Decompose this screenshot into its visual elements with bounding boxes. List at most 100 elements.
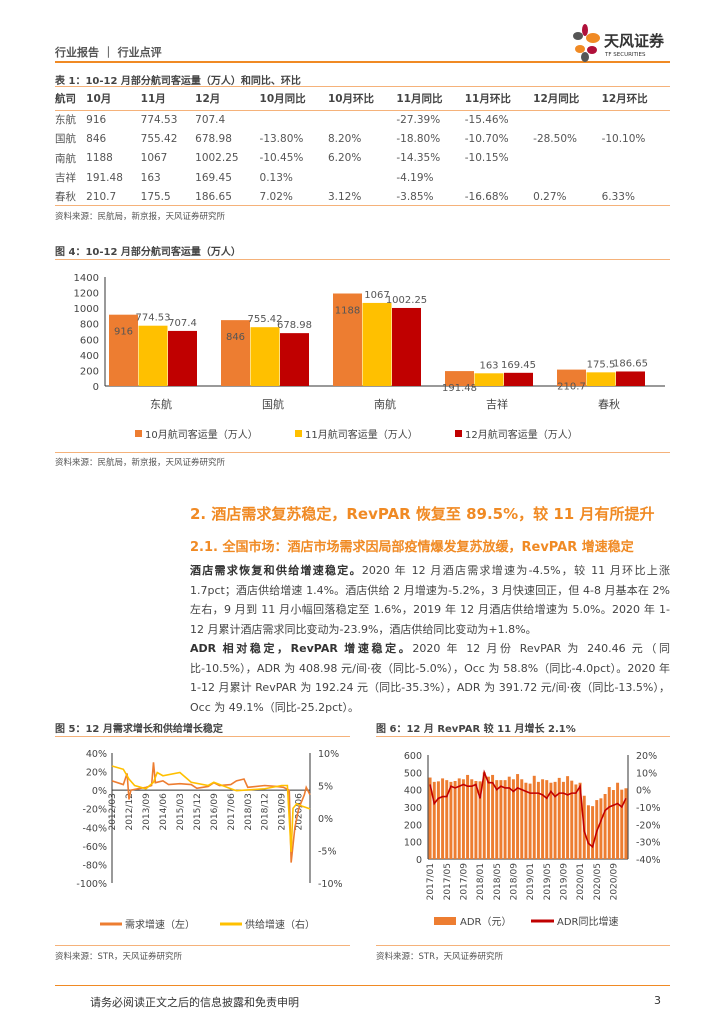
y-tick-label: 400 (80, 351, 99, 362)
table-cell: 774.53 (140, 113, 178, 126)
table-cell: 163 (140, 171, 161, 184)
divider (55, 259, 670, 260)
bar (362, 302, 392, 386)
x-tick-label: 2017/05 (443, 863, 453, 900)
footer-divider (55, 985, 670, 986)
bar (474, 781, 478, 859)
bar (482, 772, 486, 859)
right-tick-label: -30% (636, 838, 661, 849)
column-header: 10月环比 (327, 88, 397, 111)
table-cell (533, 110, 601, 129)
column-header: 12月同比 (533, 88, 602, 111)
table-cell: 6.20% (327, 152, 362, 165)
para-body: 2020 年 12 月份 RevPAR 为 240.46 元（同比-10.5%）… (190, 642, 670, 714)
fig6-title: 图 6：12 月 RevPAR 较 11 月增长 2.1% (376, 724, 576, 735)
x-tick-label: 2013/09 (142, 793, 152, 831)
table-cell: 707.4 (195, 113, 226, 126)
table-cell: 1188 (86, 152, 113, 165)
bar (611, 790, 615, 859)
legend-label: ADR（元） (460, 916, 512, 928)
left-tick-label: 100 (404, 838, 422, 849)
table-cell: -27.39% (396, 113, 441, 126)
divider (55, 86, 670, 87)
bar (457, 778, 461, 859)
series-line (111, 765, 311, 852)
bar (607, 787, 611, 859)
table-row: 南航 1188 1067 1002.25 -10.45% 6.20% -14.35% -10.… (55, 149, 670, 168)
x-tick-label: 2016/09 (210, 793, 220, 831)
data-label: 678.98 (277, 320, 312, 331)
bar (392, 307, 421, 386)
legend-label: 11月航司客运量（万人） (305, 428, 418, 441)
bar (570, 780, 574, 859)
table-cell: 0.27% (533, 190, 567, 203)
bar (470, 779, 474, 859)
x-tick-label: 2017/01 (426, 863, 436, 900)
legend-label: ADR同比增速 (557, 915, 619, 928)
data-label: 186.65 (613, 358, 648, 369)
table-cell: 6.33% (601, 190, 635, 203)
data-label: 1002.25 (386, 295, 427, 306)
bar (280, 333, 309, 386)
x-tick-label: 2020/01 (576, 863, 586, 900)
bar (504, 372, 533, 386)
logo-text-cn: 天风证券 (604, 32, 665, 50)
x-tick-label: 2018/03 (244, 793, 254, 830)
table-cell: 国航 (55, 133, 76, 146)
right-tick-label: -40% (636, 855, 661, 866)
bar (599, 798, 603, 859)
bar (436, 781, 440, 859)
x-tick-label: 2019/01 (526, 863, 536, 900)
table-row: 国航 846 755.42 678.98 -13.80% 8.20% -18.80% -10.… (55, 129, 670, 148)
data-label: 210.7 (557, 382, 586, 393)
table-cell: 210.7 (86, 190, 117, 203)
x-tick-label: 南航 (374, 397, 396, 411)
airline-passenger-table: 航司 10月 11月 12月 10月同比 10月环比 11月同比 11月环比 12月同比 12月环… (55, 88, 670, 206)
bar (566, 776, 570, 859)
bar (574, 784, 578, 859)
bar (491, 774, 495, 859)
left-tick-label: 40% (86, 749, 107, 760)
x-tick-label: 春秋 (598, 397, 620, 411)
data-label: 846 (226, 332, 245, 343)
bar (520, 779, 524, 859)
legend-swatch (295, 430, 302, 437)
bar (586, 805, 590, 859)
y-tick-label: 600 (80, 335, 99, 346)
table-cell: 846 (86, 132, 107, 145)
y-tick-label: 1200 (74, 289, 99, 300)
data-label: 1067 (364, 290, 389, 301)
x-tick-label: 2014/06 (159, 793, 169, 831)
legend-swatch (455, 430, 462, 437)
right-tick-label: 0% (636, 786, 651, 797)
bar (428, 777, 432, 859)
column-header: 11月同比 (396, 88, 465, 111)
table-cell: 916 (86, 113, 107, 126)
x-tick-label: 2012/03 (108, 793, 118, 830)
left-tick-label: -100% (76, 879, 107, 890)
table-cell: 169.45 (195, 171, 232, 184)
report-category: 行业报告 ｜ 行业点评 (55, 46, 162, 59)
bar (461, 779, 465, 859)
column-header: 12月环比 (601, 88, 670, 111)
left-tick-label: -80% (82, 860, 107, 871)
bar (511, 779, 515, 859)
y-tick-label: 200 (80, 366, 99, 377)
bar (586, 372, 616, 386)
x-tick-label: 2017/09 (459, 863, 469, 901)
data-label: 1188 (335, 306, 360, 317)
tf-securities-logo: 天风证券 TF SECURITIES (568, 22, 678, 62)
fig5-source: 资料来源：STR，天风证券研究所 (55, 952, 182, 962)
bar (591, 806, 595, 859)
bar (541, 779, 545, 859)
bar (624, 788, 628, 859)
data-label: 755.42 (248, 314, 283, 325)
x-tick-label: 东航 (150, 397, 172, 411)
bar (478, 781, 482, 859)
y-tick-label: 1000 (74, 304, 99, 315)
bar (453, 781, 457, 859)
x-tick-label: 2018/09 (509, 863, 519, 901)
bar (445, 780, 449, 859)
table1-source: 资料来源：民航局，新京报，天风证券研究所 (55, 212, 226, 222)
right-tick-label: 10% (318, 749, 339, 760)
